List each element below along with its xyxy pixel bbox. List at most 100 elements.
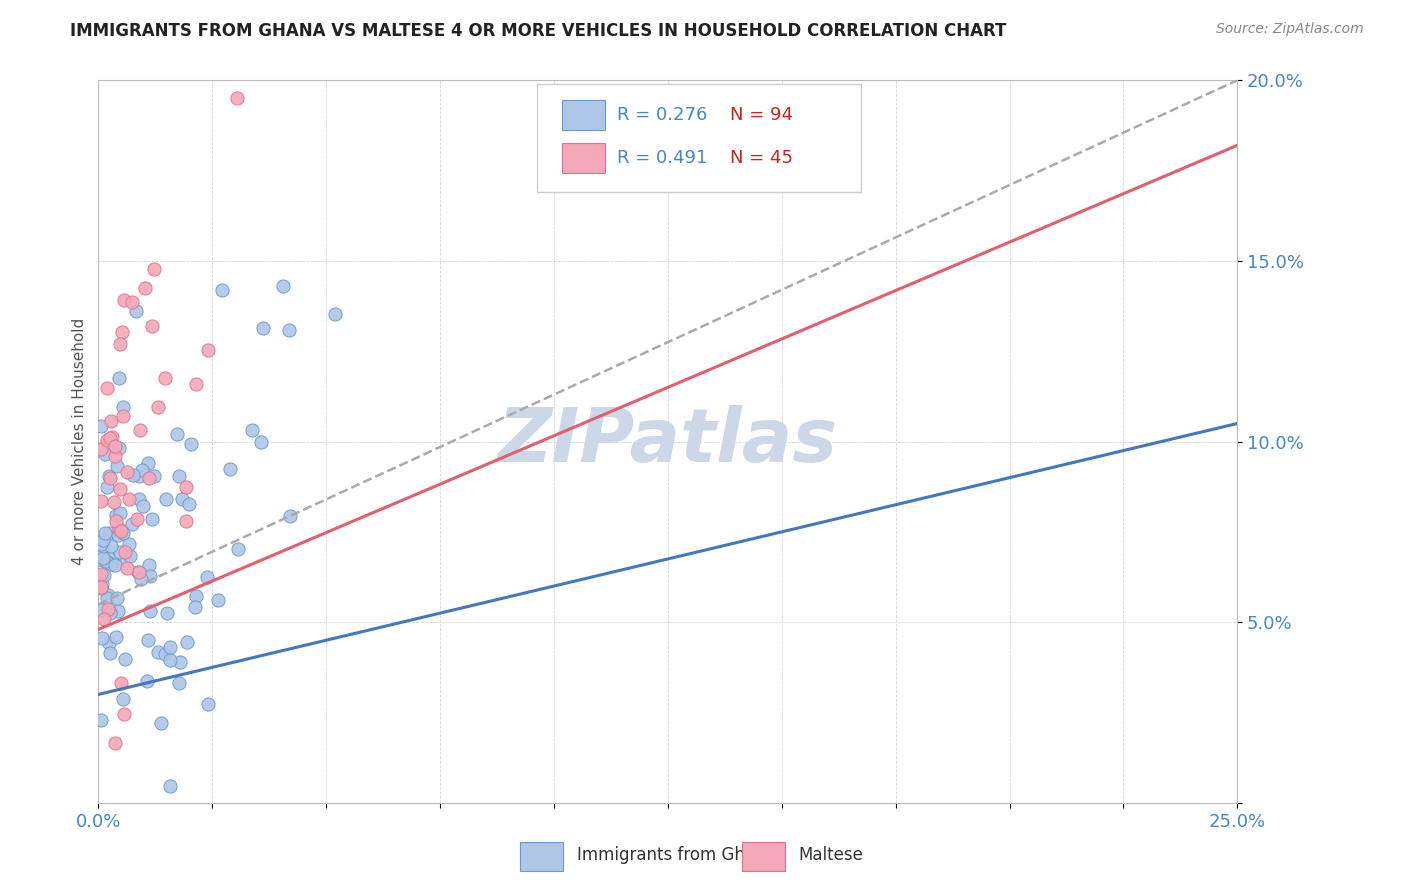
Point — [112, 707, 135, 722]
Point — [128, 423, 150, 437]
Point — [100, 414, 122, 428]
Point — [146, 400, 169, 414]
Point — [159, 779, 181, 793]
Point — [90, 581, 112, 595]
Point — [174, 480, 197, 494]
Point — [98, 525, 121, 540]
Point — [156, 606, 179, 620]
Text: N = 45: N = 45 — [731, 149, 793, 168]
Point — [226, 91, 249, 105]
Point — [90, 442, 112, 457]
Point — [115, 560, 138, 574]
Point — [94, 526, 117, 541]
Text: Source: ZipAtlas.com: Source: ZipAtlas.com — [1216, 22, 1364, 37]
Point — [98, 606, 121, 620]
Point — [142, 469, 165, 483]
Point — [153, 370, 176, 384]
FancyBboxPatch shape — [520, 842, 562, 871]
Point — [278, 323, 301, 337]
Point — [104, 508, 127, 523]
Text: ZIPatlas: ZIPatlas — [498, 405, 838, 478]
Point — [90, 553, 112, 567]
Point — [122, 468, 145, 483]
Point — [104, 449, 127, 463]
Point — [177, 497, 200, 511]
Point — [90, 713, 112, 727]
Point — [138, 558, 160, 572]
Point — [105, 630, 128, 644]
Point — [111, 326, 134, 340]
FancyBboxPatch shape — [742, 842, 785, 871]
Point — [94, 447, 117, 461]
Point — [128, 468, 150, 483]
Point — [100, 557, 122, 571]
Point — [128, 491, 150, 506]
Point — [141, 319, 163, 334]
Point — [155, 647, 177, 661]
Text: IMMIGRANTS FROM GHANA VS MALTESE 4 OR MORE VEHICLES IN HOUSEHOLD CORRELATION CHA: IMMIGRANTS FROM GHANA VS MALTESE 4 OR MO… — [70, 22, 1007, 40]
Point — [97, 588, 120, 602]
Point — [184, 600, 207, 615]
Point — [97, 550, 120, 565]
Point — [91, 631, 114, 645]
Point — [100, 605, 122, 619]
Point — [131, 463, 153, 477]
Text: Maltese: Maltese — [799, 846, 863, 863]
Point — [100, 539, 122, 553]
FancyBboxPatch shape — [537, 84, 862, 193]
Text: R = 0.276: R = 0.276 — [617, 106, 707, 124]
Point — [121, 294, 143, 309]
Point — [98, 468, 121, 483]
Point — [90, 494, 112, 508]
Point — [103, 495, 125, 509]
Point — [110, 523, 132, 537]
Point — [98, 432, 121, 446]
Point — [111, 526, 134, 541]
Point — [104, 558, 127, 573]
Point — [184, 589, 207, 603]
Point — [150, 715, 173, 730]
Point — [96, 433, 118, 447]
Point — [108, 506, 131, 520]
Text: R = 0.491: R = 0.491 — [617, 149, 707, 168]
Point — [218, 462, 240, 476]
Text: N = 94: N = 94 — [731, 106, 793, 124]
Point — [90, 418, 112, 433]
Text: Immigrants from Ghana: Immigrants from Ghana — [576, 846, 775, 863]
Point — [127, 512, 149, 526]
Point — [325, 307, 347, 321]
Point — [108, 545, 131, 559]
Point — [110, 676, 132, 690]
Point — [114, 652, 136, 666]
Point — [136, 674, 159, 689]
Point — [166, 427, 188, 442]
FancyBboxPatch shape — [562, 100, 605, 130]
Point — [90, 580, 112, 594]
Point — [141, 512, 163, 526]
Point — [107, 371, 129, 385]
Point — [252, 321, 274, 335]
Point — [107, 528, 129, 542]
Point — [111, 409, 134, 423]
Point — [118, 492, 141, 507]
Point — [176, 635, 198, 649]
Point — [110, 337, 132, 351]
Point — [96, 381, 118, 395]
Point — [278, 509, 301, 524]
Point — [96, 591, 118, 605]
Point — [94, 554, 117, 568]
Point — [91, 539, 114, 553]
Point — [138, 569, 160, 583]
Point — [197, 697, 219, 711]
Point — [155, 492, 177, 507]
Point — [91, 577, 114, 591]
Point — [139, 604, 162, 618]
Point — [93, 551, 115, 566]
Point — [271, 279, 294, 293]
Point — [93, 567, 115, 582]
Point — [174, 514, 197, 528]
Point — [104, 736, 127, 750]
Point — [138, 471, 160, 485]
Point — [134, 281, 156, 295]
Point — [136, 457, 159, 471]
